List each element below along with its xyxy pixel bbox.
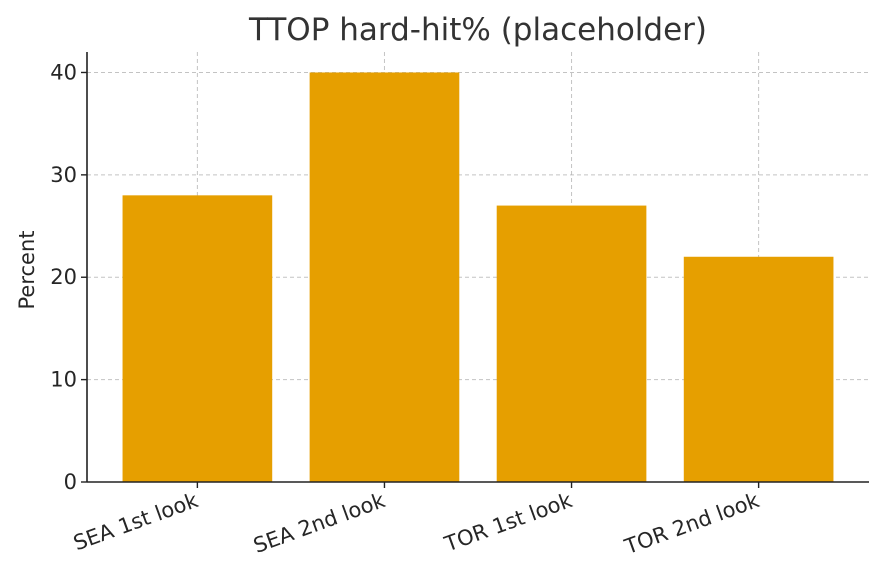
x-tick-label: SEA 2nd look <box>250 488 389 558</box>
axes-layer <box>86 52 869 483</box>
x-tick-label: TOR 1st look <box>441 488 576 557</box>
y-axis-label: Percent <box>15 230 39 309</box>
x-tick-label: SEA 1st look <box>70 488 202 555</box>
y-tick-label: 30 <box>50 163 77 187</box>
bar <box>122 195 273 483</box>
bar <box>683 256 834 482</box>
chart-title: TTOP hard-hit% (placeholder) <box>248 12 707 48</box>
y-tick-label: 10 <box>50 368 77 392</box>
y-tick-label: 0 <box>64 470 77 494</box>
bar <box>496 205 647 483</box>
bar <box>309 72 460 482</box>
x-ticks-layer: SEA 1st look SEA 2nd look TOR 1st look TOR … <box>70 482 763 559</box>
y-tick-label: 20 <box>50 265 77 289</box>
x-tick-label: TOR 2nd look <box>621 488 763 559</box>
bars-layer <box>122 72 834 483</box>
y-ticks-layer: 0 10 20 30 40 <box>50 60 87 494</box>
y-tick-label: 40 <box>50 60 77 84</box>
